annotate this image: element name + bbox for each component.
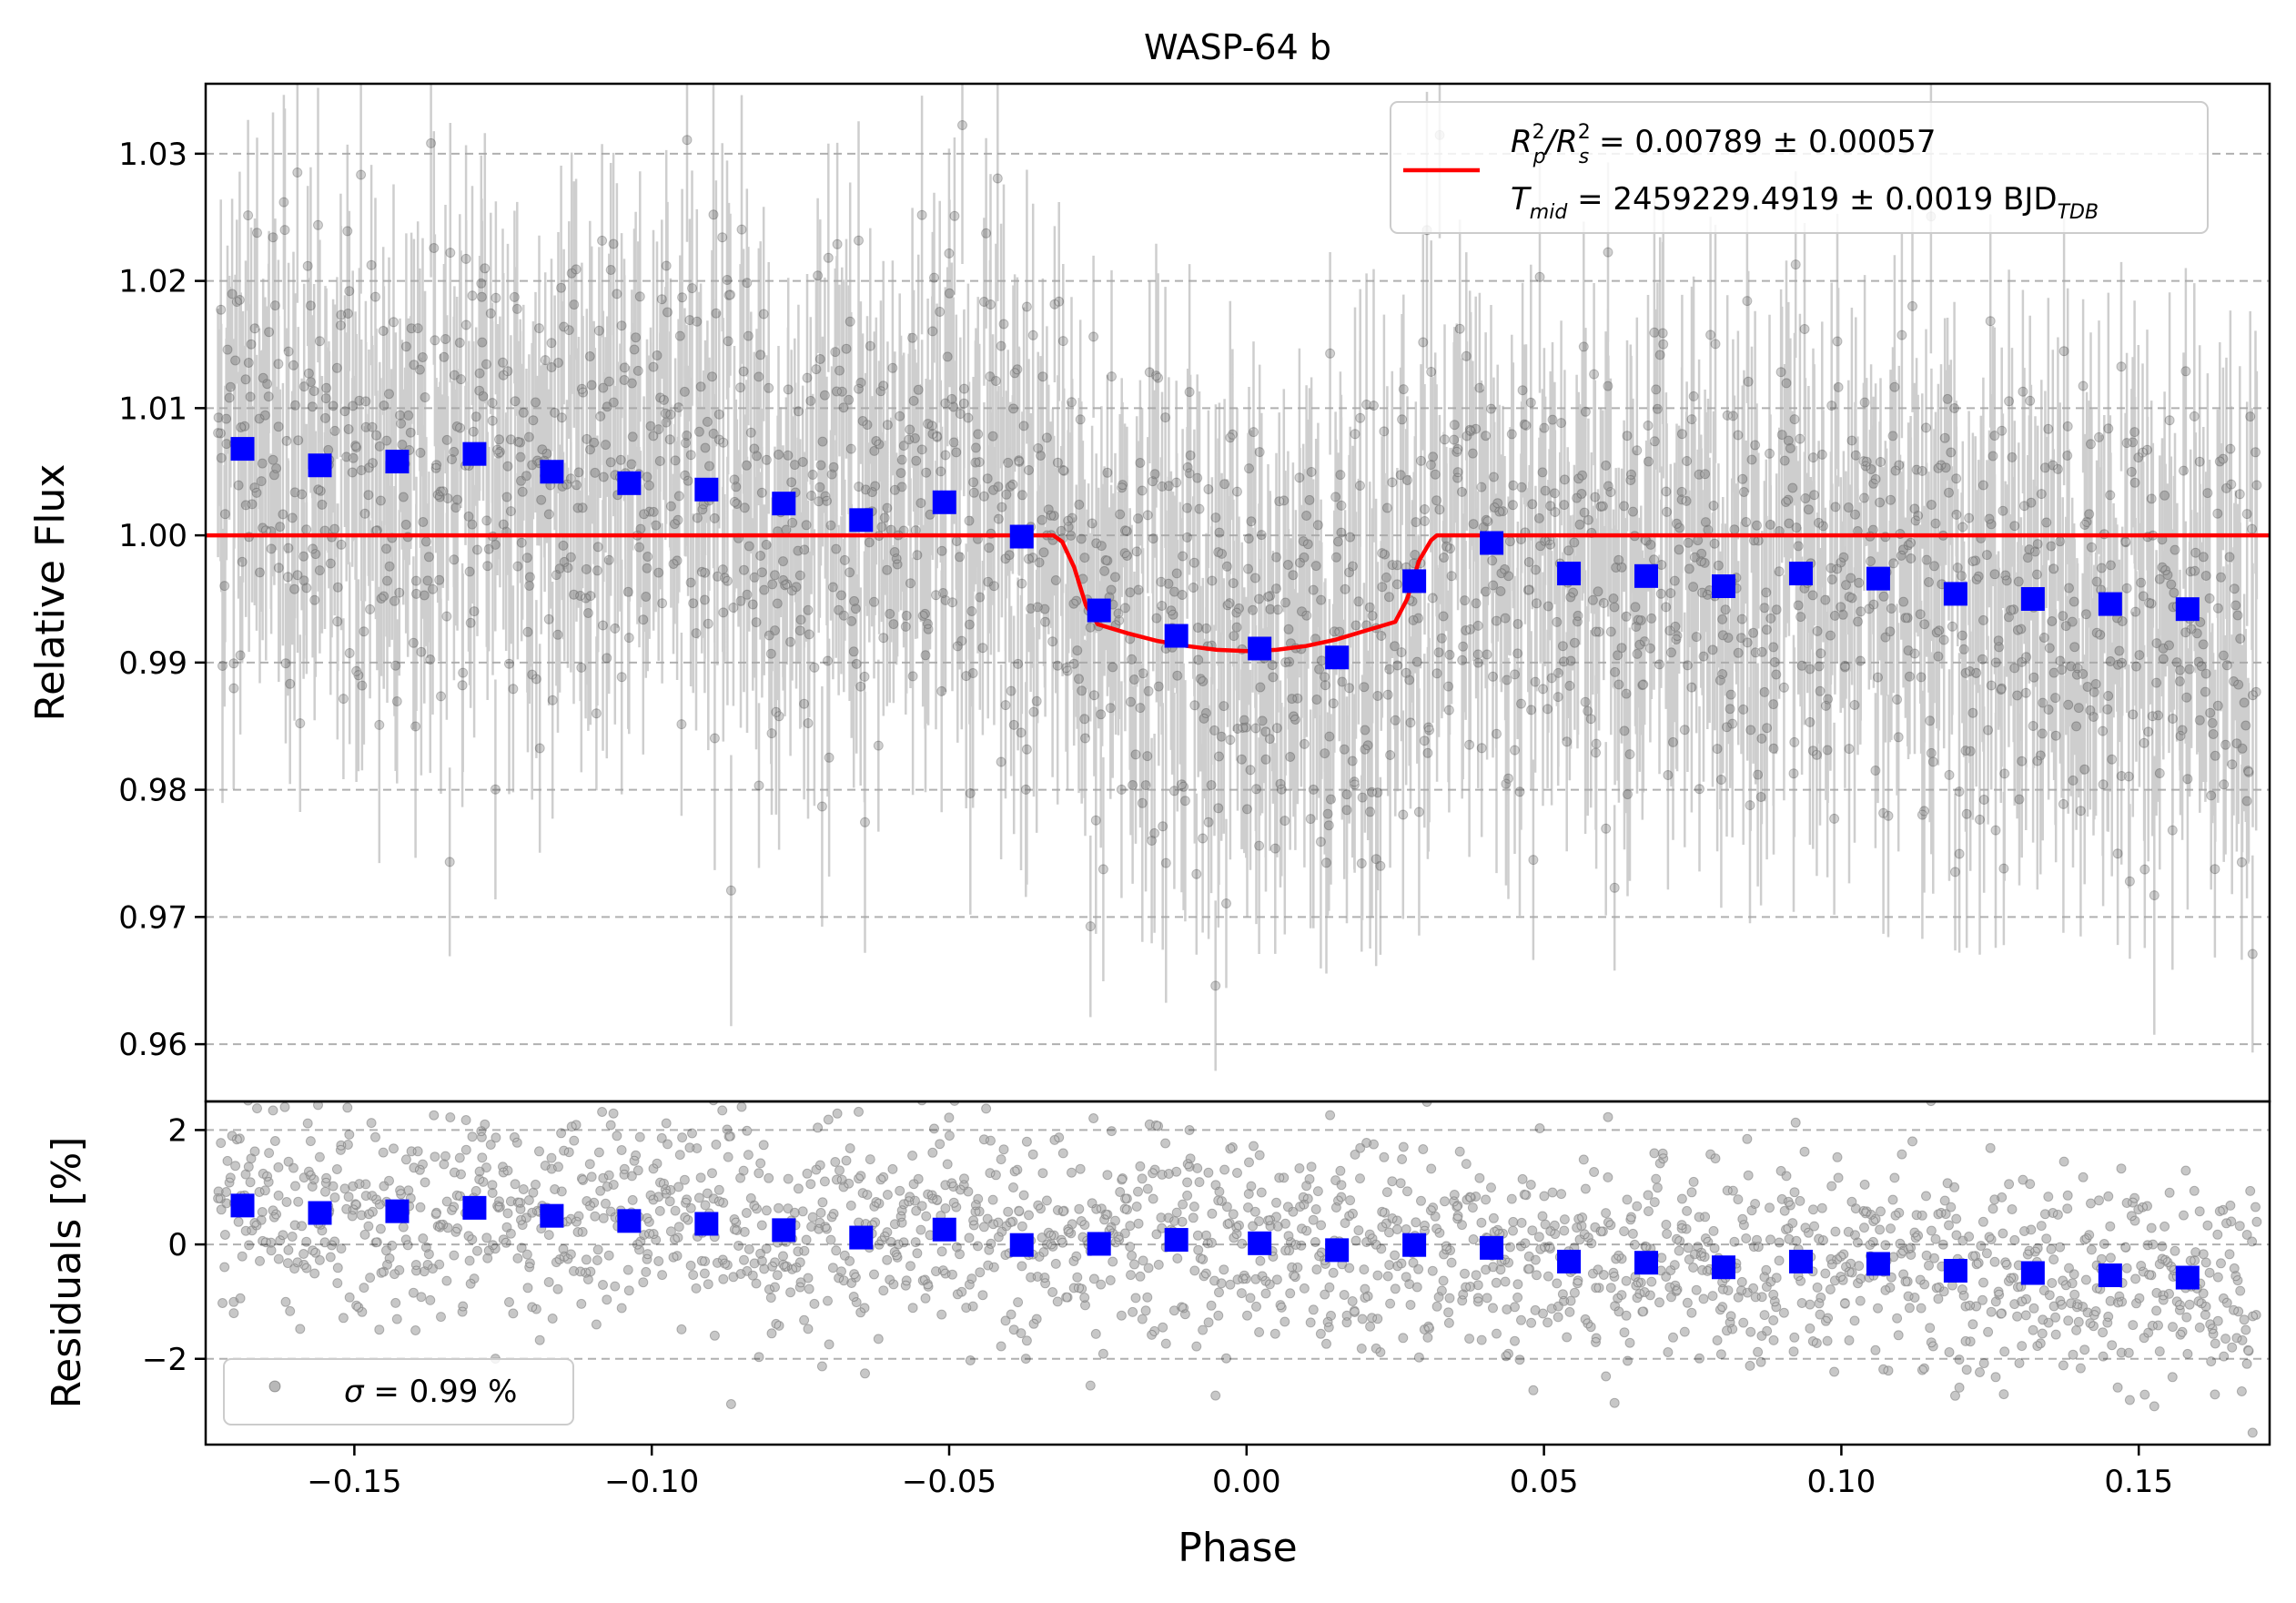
x-tick-label: 0.15 (2104, 1464, 2173, 1500)
top-binned-point (1711, 574, 1735, 599)
bottom-y-tick-label: −2 (142, 1342, 187, 1378)
top-error-bar-set (217, 84, 2259, 1071)
top-y-tick-label: 0.97 (118, 899, 187, 936)
top-binned-point (462, 441, 487, 466)
top-y-tick-label: 1.02 (118, 264, 187, 300)
top-binned-point (540, 460, 564, 484)
bottom-binned-point (1480, 1235, 1504, 1260)
bottom-binned-point (308, 1201, 332, 1225)
chart-title: WASP-64 b (1144, 27, 1331, 67)
top-binned-point (1009, 524, 1034, 549)
bottom-binned-point (1248, 1231, 1272, 1255)
bottom-binned-point (1866, 1252, 1890, 1276)
top-legend-box (1390, 101, 2209, 234)
top-binned-point (1248, 636, 1272, 661)
top-binned-point (230, 437, 255, 462)
top-y-tick-label: 1.01 (118, 391, 187, 427)
bottom-binned-point (2020, 1261, 2045, 1285)
top-y-tick-label: 1.00 (118, 518, 187, 554)
top-binned-point (1943, 582, 1967, 606)
top-legend: R2 p/R2 s = 0.00789 ± 0.00057 Tmid = 24592… (1390, 101, 2209, 234)
bottom-binned-point (694, 1212, 719, 1236)
bottom-raw-point-set (213, 1101, 2262, 1438)
top-binned-point (1866, 566, 1890, 591)
bottom-binned-point (1557, 1249, 1582, 1273)
bottom-y-ticks: −2 0 2 (142, 1112, 206, 1378)
bottom-binned-point (2175, 1265, 2200, 1290)
bottom-y-axis-label: Residuals [%] (44, 1137, 90, 1409)
bottom-binned-point (1087, 1232, 1111, 1256)
top-binned-point (1480, 531, 1504, 555)
bottom-binned-point (1164, 1228, 1188, 1253)
legend-depth-text: R2 p/R2 s = 0.00789 ± 0.00057 (1511, 121, 1937, 168)
bottom-binned-point (462, 1195, 487, 1220)
legend-residual-marker (268, 1380, 281, 1393)
top-binned-point (308, 453, 332, 478)
top-binned-points (230, 437, 2200, 670)
top-binned-point (1164, 624, 1188, 648)
top-binned-point (772, 492, 796, 516)
top-binned-point (1788, 562, 1813, 586)
top-binned-point (1087, 598, 1111, 623)
bottom-legend: σ = 0.99 % (223, 1358, 574, 1425)
top-y-axis-label: Relative Flux (27, 464, 74, 722)
x-tick-label: 0.00 (1212, 1464, 1281, 1500)
x-tick-label: 0.10 (1807, 1464, 1876, 1500)
top-binned-point (932, 490, 956, 514)
top-binned-point (2175, 597, 2200, 622)
bottom-binned-point (230, 1193, 255, 1218)
top-binned-point (2098, 592, 2122, 616)
bottom-binned-point (1009, 1233, 1034, 1257)
top-y-tick-label: 1.03 (118, 137, 187, 173)
top-y-tick-label: 0.99 (118, 645, 187, 682)
bottom-binned-point (385, 1199, 410, 1223)
bottom-binned-point (617, 1209, 642, 1233)
bottom-legend-box (223, 1358, 574, 1425)
x-ticks: −0.15 −0.10 −0.05 0.00 0.05 0.10 0.15 (307, 1445, 2173, 1500)
x-tick-label: 0.05 (1510, 1464, 1579, 1500)
bottom-binned-point (540, 1203, 564, 1228)
top-y-tick-label: 0.96 (118, 1027, 187, 1063)
top-binned-point (1557, 562, 1582, 586)
top-y-tick-label: 0.98 (118, 773, 187, 809)
bottom-binned-point (849, 1225, 874, 1250)
top-binned-point (849, 508, 874, 533)
x-axis-label: Phase (1178, 1525, 1297, 1571)
bottom-binned-point (2098, 1263, 2122, 1288)
top-binned-point (1634, 563, 1659, 588)
bottom-binned-point (1711, 1255, 1735, 1280)
x-tick-label: −0.10 (604, 1464, 699, 1500)
bottom-binned-points (230, 1193, 2200, 1290)
bottom-binned-point (1325, 1238, 1350, 1263)
bottom-frame (204, 1100, 2271, 1446)
top-binned-point (617, 471, 642, 495)
top-binned-point (385, 450, 410, 474)
bottom-binned-point (1788, 1249, 1813, 1273)
bottom-binned-point (1634, 1251, 1659, 1275)
top-raw-points (213, 120, 2262, 991)
top-binned-point (2020, 586, 2045, 611)
legend-tmid-text: Tmid = 2459229.4919 ± 0.0019 BJDTDB (1511, 181, 2099, 224)
top-error-bars (217, 84, 2259, 1071)
bottom-binned-point (932, 1217, 956, 1242)
bottom-binned-point (1402, 1233, 1427, 1257)
x-tick-label: −0.15 (307, 1464, 401, 1500)
x-tick-label: −0.05 (902, 1464, 996, 1500)
top-raw-point-set (213, 120, 2262, 991)
bottom-y-tick-label: 0 (167, 1227, 187, 1263)
legend-sigma-text: σ = 0.99 % (344, 1374, 517, 1410)
top-binned-point (1325, 645, 1350, 670)
top-binned-point (694, 477, 719, 502)
bottom-panel: −2 0 2 Residuals [%] σ = 0.99 % (44, 1100, 2271, 1446)
bottom-binned-point (772, 1218, 796, 1243)
bottom-raw-points (213, 1101, 2262, 1438)
bottom-y-tick-label: 2 (167, 1112, 187, 1149)
top-y-ticks: 0.96 0.97 0.98 0.99 1.00 1.01 1.02 1.03 (118, 137, 206, 1063)
top-binned-point (1402, 569, 1427, 594)
bottom-binned-point (1943, 1258, 1967, 1283)
